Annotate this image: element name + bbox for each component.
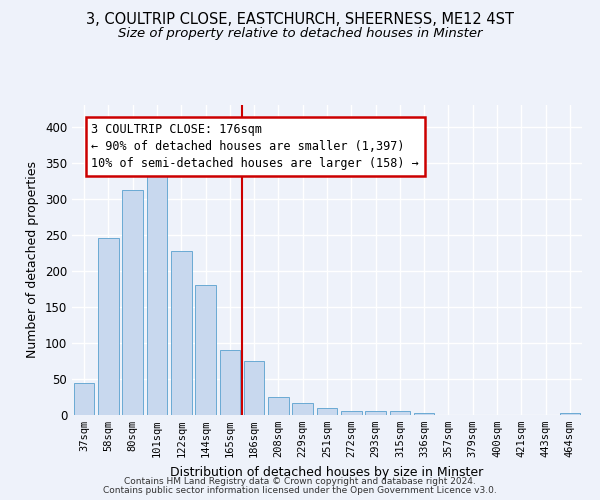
- Bar: [365, 412, 386, 415]
- Y-axis label: Number of detached properties: Number of detached properties: [26, 162, 40, 358]
- Text: Contains HM Land Registry data © Crown copyright and database right 2024.: Contains HM Land Registry data © Crown c…: [124, 477, 476, 486]
- Bar: [195, 285, 216, 415]
- Text: 3 COULTRIP CLOSE: 176sqm
← 90% of detached houses are smaller (1,397)
10% of sem: 3 COULTRIP CLOSE: 176sqm ← 90% of detach…: [91, 123, 419, 170]
- Bar: [292, 404, 313, 415]
- Bar: [74, 384, 94, 415]
- Bar: [122, 190, 143, 415]
- Bar: [560, 413, 580, 415]
- Bar: [220, 350, 240, 415]
- Bar: [146, 174, 167, 415]
- Bar: [268, 397, 289, 415]
- Bar: [317, 408, 337, 415]
- Bar: [244, 361, 265, 415]
- Text: Contains public sector information licensed under the Open Government Licence v3: Contains public sector information licen…: [103, 486, 497, 495]
- Bar: [171, 250, 191, 415]
- Bar: [98, 238, 119, 415]
- Bar: [414, 413, 434, 415]
- Bar: [389, 412, 410, 415]
- X-axis label: Distribution of detached houses by size in Minster: Distribution of detached houses by size …: [170, 466, 484, 478]
- Bar: [341, 412, 362, 415]
- Text: Size of property relative to detached houses in Minster: Size of property relative to detached ho…: [118, 28, 482, 40]
- Text: 3, COULTRIP CLOSE, EASTCHURCH, SHEERNESS, ME12 4ST: 3, COULTRIP CLOSE, EASTCHURCH, SHEERNESS…: [86, 12, 514, 28]
